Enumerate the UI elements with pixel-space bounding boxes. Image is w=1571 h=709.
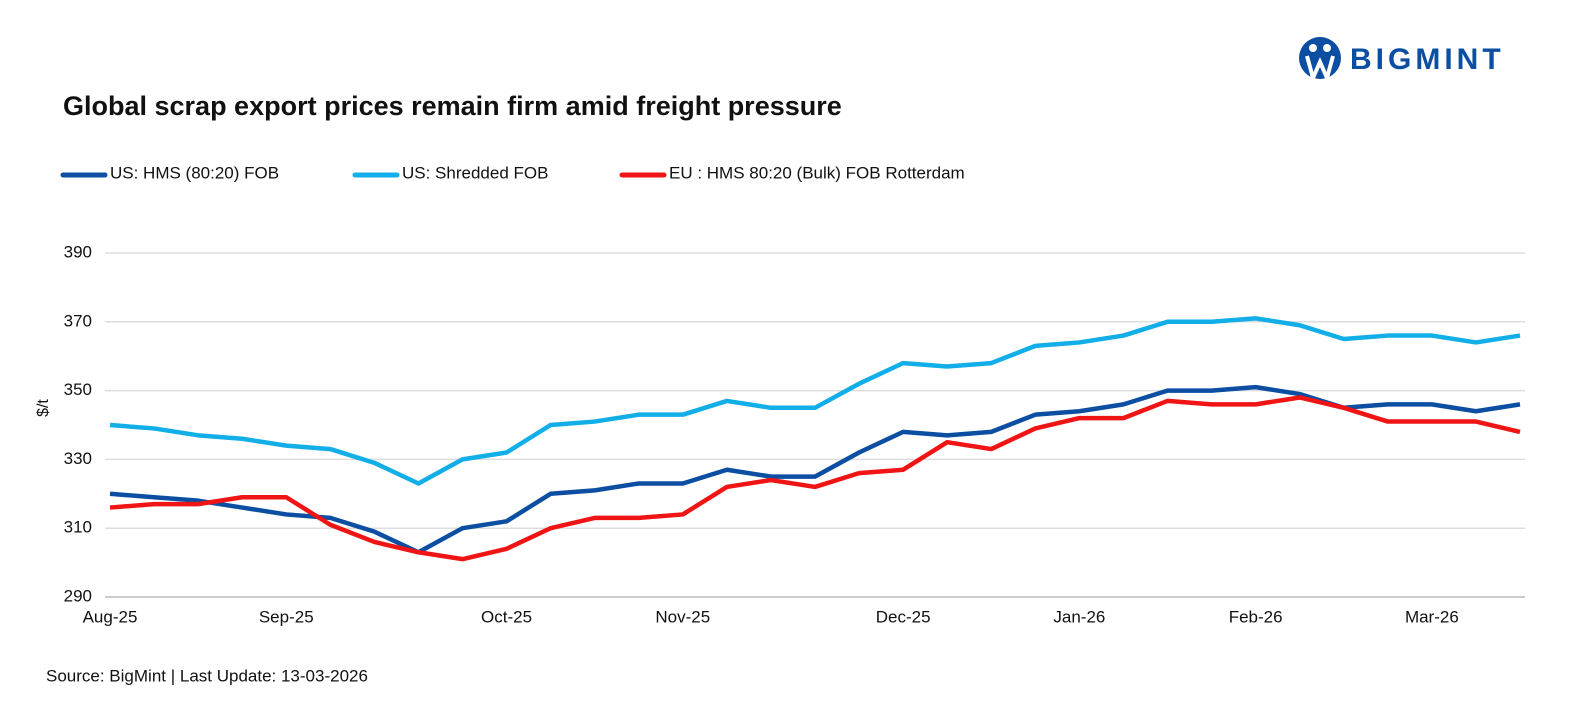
y-tick-label: 350 (64, 380, 92, 399)
x-tick-label: Aug-25 (83, 607, 138, 626)
y-tick-label: 330 (64, 449, 92, 468)
x-tick-label: Oct-25 (481, 607, 532, 626)
legend-label: US: Shredded FOB (402, 163, 548, 182)
legend-label: US: HMS (80:20) FOB (110, 163, 279, 182)
series-line (109, 316, 1521, 486)
source: Source: BigMint | Last Update: 13-03-202… (46, 666, 368, 685)
series-line (109, 395, 1521, 562)
x-tick-label: Jan-26 (1053, 607, 1105, 626)
chart-title: Global scrap export prices remain firm a… (63, 91, 842, 121)
x-tick-label: Nov-25 (655, 607, 710, 626)
x-tick-label: Dec-25 (876, 607, 931, 626)
brand: BIGMINT (1350, 43, 1505, 76)
y-axis-label: $/t (35, 399, 52, 417)
x-tick-label: Feb-26 (1229, 607, 1283, 626)
legend-label: EU : HMS 80:20 (Bulk) FOB Rotterdam (669, 163, 965, 182)
y-tick-label: 390 (64, 242, 92, 261)
y-tick-label: 290 (64, 586, 92, 605)
logo: BIGMINT (1299, 37, 1505, 84)
x-tick-label: Mar-26 (1405, 607, 1459, 626)
y-tick-label: 370 (64, 311, 92, 330)
series-line (109, 384, 1521, 555)
x-tick-label: Sep-25 (259, 607, 314, 626)
y-tick-label: 310 (64, 518, 92, 537)
